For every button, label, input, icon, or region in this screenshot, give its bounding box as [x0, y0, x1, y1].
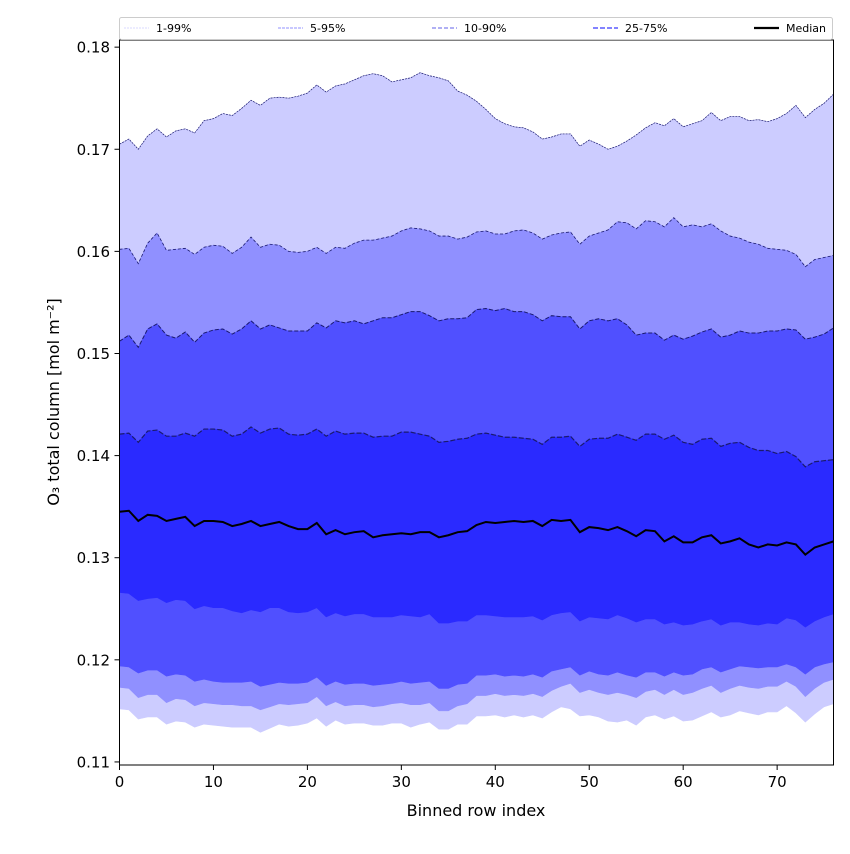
y-tick-label: 0.17 — [77, 141, 110, 159]
legend-label: 25-75% — [625, 22, 667, 35]
x-tick-label: 0 — [115, 773, 125, 791]
series-lines — [119, 72, 834, 556]
upper-95-line — [119, 217, 834, 268]
median-line — [119, 509, 834, 556]
legend-label: 1-99% — [156, 22, 191, 35]
legend-label: 10-90% — [464, 22, 506, 35]
y-axis-label: O₃ total column [mol m⁻²] — [44, 298, 63, 506]
y-tick-label: 0.13 — [77, 549, 110, 567]
x-axis-label: Binned row index — [407, 801, 546, 820]
x-axis: 0 10 20 30 40 50 60 70 — [115, 765, 787, 791]
x-tick-label: 40 — [486, 773, 505, 791]
legend-box — [119, 17, 833, 40]
upper-90-line — [119, 308, 834, 349]
x-tick-label: 50 — [580, 773, 599, 791]
y-tick-label: 0.14 — [77, 447, 110, 465]
x-tick-label: 60 — [674, 773, 693, 791]
y-tick-label: 0.12 — [77, 651, 110, 669]
x-tick-label: 70 — [768, 773, 787, 791]
band-25-75 — [119, 426, 834, 628]
y-tick-label: 0.18 — [77, 39, 110, 57]
upper-99-line — [119, 72, 834, 150]
y-tick-label: 0.15 — [77, 345, 110, 363]
legend-label: Median — [786, 22, 826, 35]
x-tick-label: 10 — [204, 773, 223, 791]
y-axis: 0.11 0.12 0.13 0.14 0.15 0.16 0.17 0.18 — [77, 39, 120, 771]
x-tick-label: 30 — [392, 773, 411, 791]
y-tick-label: 0.11 — [77, 753, 110, 771]
upper-75-line — [119, 426, 834, 468]
x-tick-label: 20 — [298, 773, 317, 791]
percentile-bands — [119, 72, 834, 733]
y-tick-label: 0.16 — [77, 243, 110, 261]
legend: 1-99% 5-95% 10-90% 25-75% Median — [119, 17, 833, 40]
legend-label: 5-95% — [310, 22, 345, 35]
